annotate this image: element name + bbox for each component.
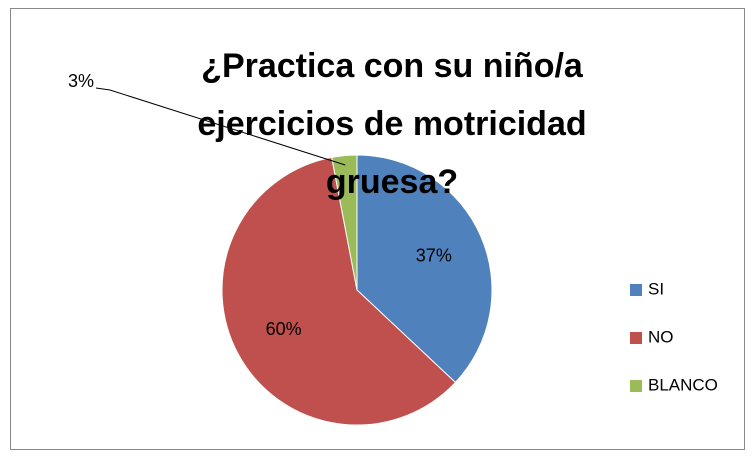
- pie-slice: [221, 156, 457, 426]
- chart-title: ejercicios de motricidad: [197, 105, 586, 143]
- legend-swatch: [630, 380, 642, 392]
- legend-label: SI: [648, 279, 664, 298]
- chart-title: ¿Practica con su niño/a: [201, 47, 584, 85]
- legend-label: BLANCO: [648, 375, 718, 394]
- leader-line: [95, 87, 346, 166]
- legend-swatch: [630, 284, 642, 296]
- data-label: 60%: [266, 319, 302, 339]
- pie-slice: [356, 154, 493, 384]
- data-label: 3%: [68, 71, 94, 91]
- data-label: 37%: [416, 246, 452, 266]
- legend-label: NO: [648, 327, 674, 346]
- chart-title: gruesa?: [326, 163, 458, 201]
- legend-swatch: [630, 332, 642, 344]
- pie-slice: [331, 154, 358, 291]
